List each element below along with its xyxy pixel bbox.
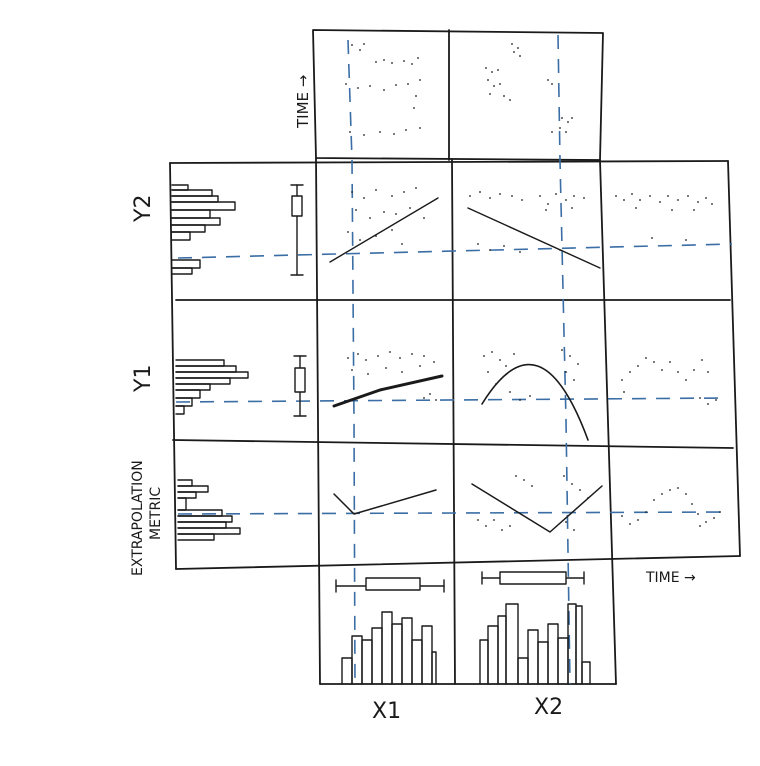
extrapolation-metric-label-line2: METRIC [148, 487, 164, 540]
x2-histogram [479, 603, 591, 685]
y1-x1-cell [332, 351, 444, 408]
extrap-x1-cell [333, 489, 437, 515]
y2-time-cell [615, 193, 713, 241]
extrap-time-cell [621, 487, 721, 527]
y1-axis-label: Y1 [131, 365, 156, 393]
y1-x2-cell [481, 349, 589, 441]
extrapolation-metric-label-line1: EXTRAPOLATION [130, 460, 146, 576]
guide-vertical-x2 [557, 34, 571, 685]
y2-x2-cell [467, 191, 601, 269]
y1-time-cell [621, 357, 717, 405]
extrap-x2-cell [471, 475, 603, 533]
x1-histogram [341, 611, 437, 685]
x2-axis-label: X2 [534, 695, 563, 720]
grid-frame [169, 29, 741, 685]
time-axis-label-right: TIME → [645, 570, 696, 586]
y2-histogram [171, 184, 236, 275]
y2-x1-cell [329, 187, 439, 263]
y1-boxplot [293, 355, 307, 417]
x1-axis-label: X1 [372, 699, 401, 724]
dashed-guides [175, 34, 733, 685]
guide-horizontal-y1 [175, 397, 727, 403]
extrap-histogram [177, 479, 241, 541]
y1-histogram [175, 359, 249, 415]
y2-boxplot [290, 184, 304, 276]
time-x1-dots [345, 43, 421, 136]
time-x2-dots [485, 43, 573, 133]
guide-horizontal-y2 [177, 243, 733, 259]
guide-vertical-x1 [347, 39, 356, 685]
time-axis-label-top: TIME → [294, 75, 312, 129]
x2-boxplot [481, 571, 585, 585]
y2-axis-label: Y2 [131, 195, 156, 223]
x1-boxplot [335, 577, 445, 593]
guide-horizontal-extrap [177, 511, 731, 515]
